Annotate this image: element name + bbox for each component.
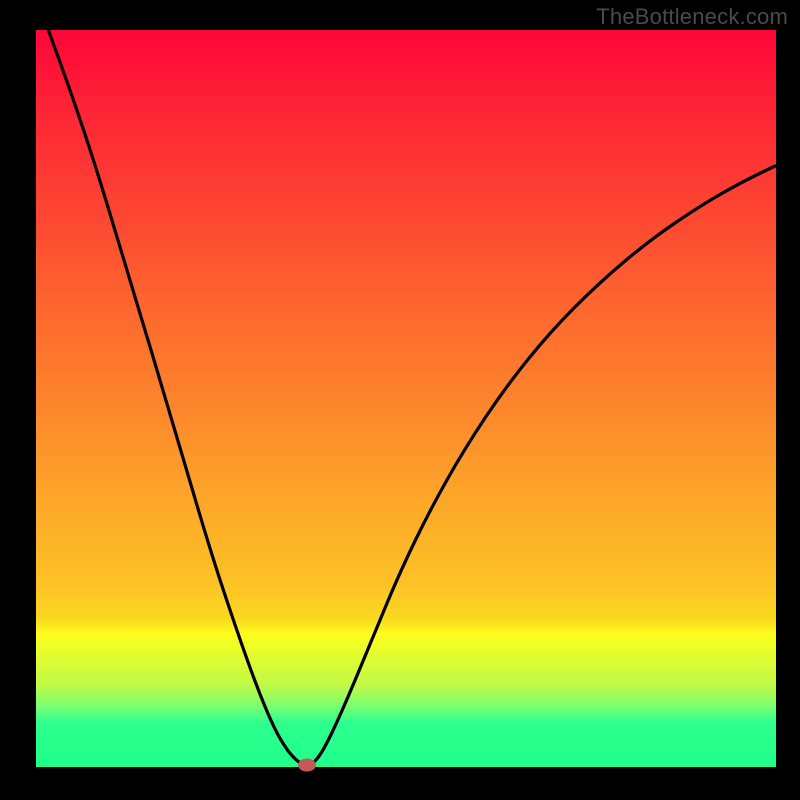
- chart-container: TheBottleneck.com: [0, 0, 800, 800]
- plot-area: [36, 30, 776, 767]
- optimal-point-marker: [298, 759, 316, 772]
- watermark-text: TheBottleneck.com: [596, 4, 788, 30]
